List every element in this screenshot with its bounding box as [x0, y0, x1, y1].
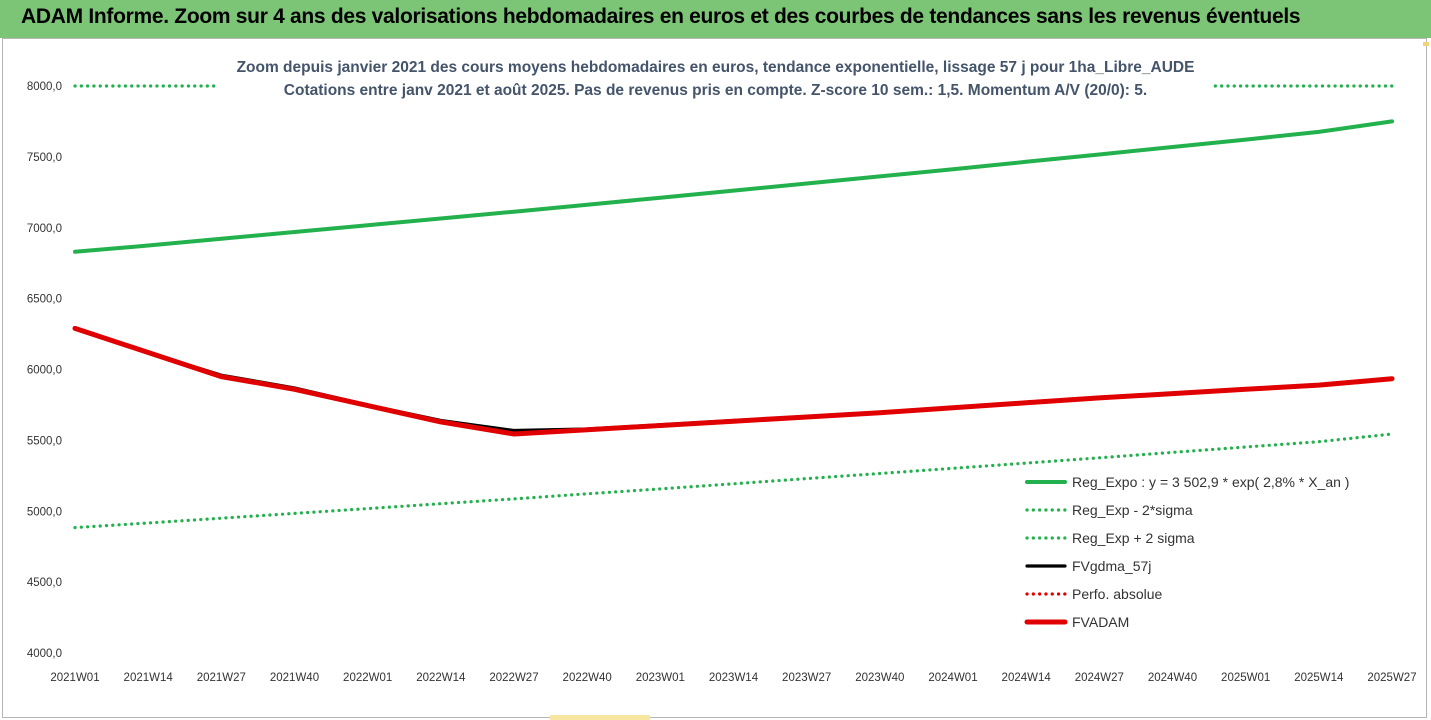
- chart-title: Zoom depuis janvier 2021 des cours moyen…: [236, 59, 1195, 76]
- x-tick-label: 2025W27: [1367, 672, 1416, 684]
- legend-label: Reg_Expo : y = 3 502,9 * exp( 2,8% * X_a…: [1072, 474, 1349, 490]
- series-line-3: [73, 326, 1394, 433]
- x-tick-label: 2021W27: [197, 672, 246, 684]
- line-chart: 8000,0 7500,0 7000,0 6500,0 6000,0 5500,0 5000…: [27, 81, 1417, 684]
- legend-label: FVADAM: [1072, 614, 1129, 630]
- chart-frame: [2, 38, 1427, 718]
- chart-subtitle: Cotations entre janv 2021 et août 2025. …: [283, 82, 1148, 99]
- x-tick-label: 2021W14: [124, 672, 174, 684]
- legend-label: Reg_Exp + 2 sigma: [1072, 530, 1195, 546]
- series-line-1: [73, 432, 1394, 530]
- x-tick-label: 2022W01: [343, 672, 392, 684]
- x-tick-label: 2025W14: [1294, 672, 1344, 684]
- x-tick-label: 2024W40: [1148, 672, 1197, 684]
- bottom-marker: [550, 715, 650, 720]
- y-tick-label: 6500,0: [27, 294, 62, 306]
- subtitle-background: [216, 56, 1212, 110]
- y-tick-label: 5000,0: [27, 506, 62, 518]
- x-tick-label: 2022W40: [563, 672, 612, 684]
- x-tick-label: 2021W40: [270, 672, 319, 684]
- x-tick-label: 2022W27: [489, 672, 538, 684]
- header-bar: ADAM Informe. Zoom sur 4 ans des valoris…: [0, 0, 1431, 38]
- legend-label: Perfo. absolue: [1072, 586, 1162, 602]
- x-tick-label: 2024W01: [928, 672, 977, 684]
- corner-marker: [1423, 42, 1429, 46]
- y-tick-label: 4500,0: [27, 577, 62, 589]
- x-tick-label: 2023W14: [709, 672, 759, 684]
- y-tick-label: 7000,0: [27, 223, 62, 235]
- legend-label: FVgdma_57j: [1072, 558, 1151, 574]
- y-tick-label: 6000,0: [27, 365, 62, 377]
- y-tick-label: 7500,0: [27, 152, 62, 164]
- series-line-0: [73, 119, 1394, 254]
- y-tick-label: 8000,0: [27, 81, 62, 93]
- x-tick-label: 2023W27: [782, 672, 831, 684]
- y-tick-label: 5500,0: [27, 435, 62, 447]
- x-tick-label: 2025W01: [1221, 672, 1270, 684]
- x-tick-label: 2021W01: [50, 672, 99, 684]
- x-tick-label: 2024W27: [1075, 672, 1124, 684]
- x-tick-label: 2022W14: [416, 672, 466, 684]
- series-line-4: [73, 326, 1394, 436]
- x-tick-label: 2023W01: [636, 672, 685, 684]
- report-title: ADAM Informe. Zoom sur 4 ans des valoris…: [21, 5, 1301, 28]
- series-line-5: [72, 325, 1395, 437]
- legend-label: Reg_Exp - 2*sigma: [1072, 502, 1193, 518]
- y-tick-label: 4000,0: [27, 648, 62, 660]
- x-tick-label: 2024W14: [1002, 672, 1052, 684]
- x-tick-label: 2023W40: [855, 672, 904, 684]
